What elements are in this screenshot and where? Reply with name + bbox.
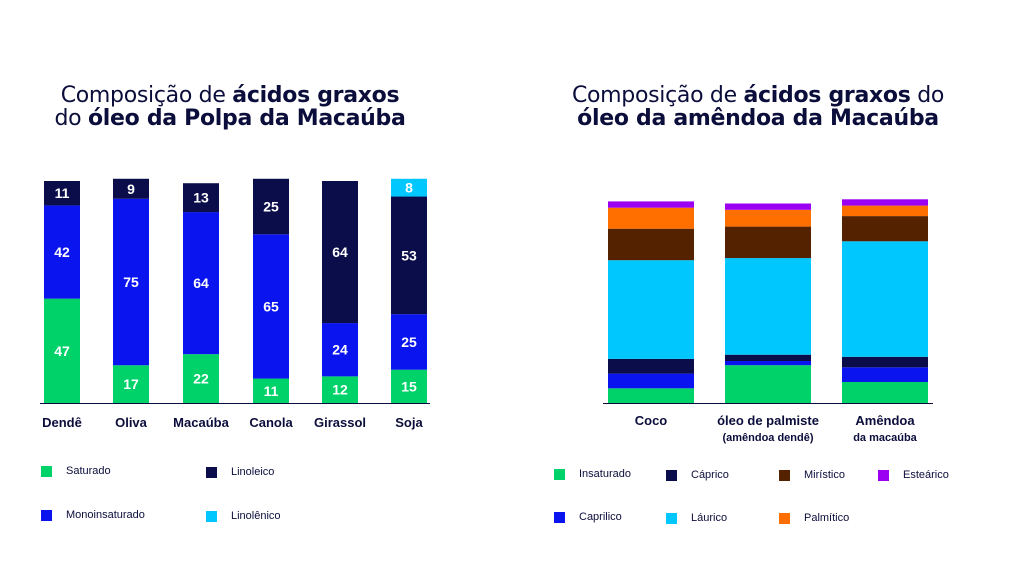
bar-segment-caprilico [608,374,694,389]
legend-label: Monoinsaturado [66,509,145,521]
x-tick-label: Girassol [314,415,366,430]
data-label: 11 [264,383,279,399]
legend-swatch [666,513,677,524]
legend-swatch [206,511,217,522]
legend-item: Monoinsaturado [41,509,145,521]
legend-item: Linoleico [206,466,274,478]
data-label: 64 [193,275,209,291]
data-label: 25 [401,334,417,350]
x-tick-label: Coco [635,413,668,428]
x-tick-label: (amêndoa dendê) [722,432,813,444]
legend-label: Insaturado [579,468,631,480]
x-tick-label: Macaúba [173,415,229,430]
legend-swatch [41,466,52,477]
legend-item: Mirístico [779,469,845,481]
charts-canvas: 47 42 11 Dendê 17 75 9 Oliva 22 64 13 Macaúba 11 65 25… [0,0,1024,576]
legend-label: Cáprico [691,469,729,481]
data-label: 25 [263,199,279,215]
bar-segment-esteárico [608,201,694,207]
legend-label: Saturado [66,465,111,477]
x-tick-label: óleo de palmiste [717,413,819,428]
bar-segment-insaturado [842,382,928,403]
legend-item: Láurico [666,512,727,524]
bar-segment-insaturado [725,365,811,403]
data-label: 15 [401,378,417,394]
legend-swatch [878,470,889,481]
bar-segment-mirístico [608,229,694,261]
legend-label: Mirístico [804,469,845,481]
data-label: 8 [405,180,413,196]
data-label: 65 [263,298,279,314]
legend-label: Caprilico [579,511,622,523]
x-tick-label: da macaúba [853,432,917,444]
data-label: 11 [55,185,70,201]
legend-item: Palmítico [779,512,849,524]
data-label: 47 [54,343,70,359]
legend-swatch [779,470,790,481]
legend-label: Esteárico [903,469,949,481]
data-label: 42 [54,244,70,260]
bar-segment-láurico [725,258,811,355]
bar-segment-palmítico [608,208,694,229]
legend-swatch [554,469,565,480]
x-tick-label: Canola [249,415,293,430]
legend-label: Palmítico [804,512,849,524]
legend-swatch [206,467,217,478]
legend-swatch [41,510,52,521]
data-label: 13 [193,190,209,206]
data-label: 9 [127,181,135,197]
bar-segment-cáprico [608,359,694,374]
x-tick-label: Soja [395,415,423,430]
bar-segment-caprilico [725,361,811,365]
bar-segment-láurico [842,241,928,356]
data-label: 24 [332,342,348,358]
legend-item: Linolênico [206,510,281,522]
legend-label: Linoleico [231,466,274,478]
bar-segment-esteárico [842,199,928,205]
legend-swatch [666,470,677,481]
bar-segment-láurico [608,260,694,359]
data-label: 64 [332,244,348,260]
data-label: 17 [123,376,139,392]
bar-segment-cáprico [725,355,811,361]
data-label: 53 [401,247,417,263]
data-label: 12 [332,382,348,398]
legend-item: Insaturado [554,468,631,480]
legend-item: Cáprico [666,469,729,481]
bar-segment-cáprico [842,357,928,368]
bar-segment-insaturado [608,388,694,403]
data-label: 75 [123,274,139,290]
x-tick-label: Oliva [115,415,148,430]
legend-item: Esteárico [878,469,949,481]
bar-segment-esteárico [725,204,811,210]
x-tick-label: Dendê [42,415,82,430]
legend-swatch [554,512,565,523]
legend-label: Linolênico [231,510,281,522]
bar-segment-palmítico [842,206,928,217]
bar-segment-mirístico [725,227,811,259]
data-label: 22 [193,371,209,387]
legend-item: Saturado [41,465,111,477]
legend-swatch [779,513,790,524]
legend-item: Caprilico [554,511,622,523]
bar-segment-palmítico [725,210,811,227]
x-tick-label: Amêndoa [855,413,915,428]
bar-segment-mirístico [842,216,928,241]
bar-segment-caprilico [842,367,928,382]
legend-label: Láurico [691,512,727,524]
